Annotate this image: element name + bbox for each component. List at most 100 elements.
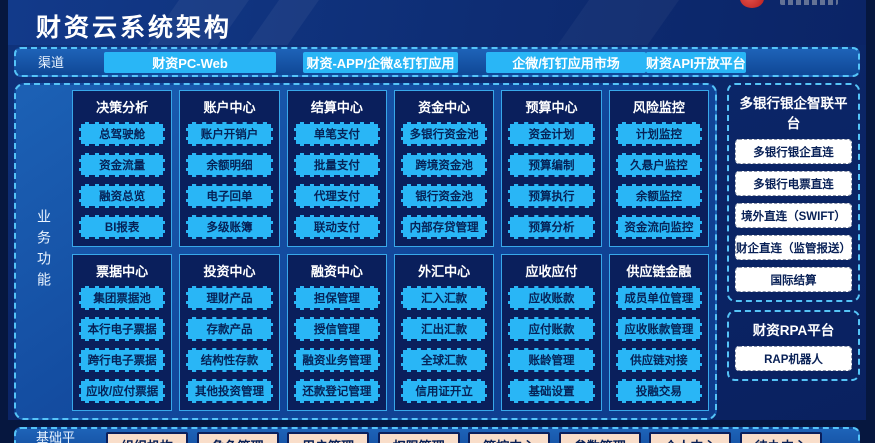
module-item: 批量支付 <box>293 153 380 177</box>
module-card: 结算中心 单笔支付 批量支付 代理支付 <box>286 90 387 247</box>
right-panel-item: 国际结算 <box>735 267 852 292</box>
module-item: 集团票据池 <box>79 286 166 310</box>
module-item: 跨行电子票据 <box>79 348 166 372</box>
module-item: 计划监控 <box>615 122 702 146</box>
right-panel-items: 多银行银企直连 多银行电票直连 境外直连（SWIFT） 财企直连（监管报送） 国… <box>734 139 853 292</box>
base-platform-list: 组织机构 角色管理 用户管理 权限管理 管控中心 参数管理 个人中心 待办中心 <box>82 431 858 443</box>
module-items: 单笔支付 批量支付 代理支付 联动支付 <box>292 122 382 246</box>
brand-wordmark <box>780 0 838 5</box>
module-card: 资金中心 多银行资金池 跨境资金池 银行资金池 <box>394 90 495 247</box>
brand-logo-icon <box>740 0 764 8</box>
module-title: 供应链金融 <box>626 264 692 279</box>
module-items: 汇入汇款 汇出汇款 全球汇款 信用证开立 <box>399 286 489 410</box>
module-title: 账户中心 <box>203 100 256 115</box>
channel-item: 财资-APP/企微&钉钉应用 <box>303 51 458 73</box>
module-item: 应收账款 <box>508 286 595 310</box>
module-item: 账户开销户 <box>186 122 273 146</box>
module-items: 账户开销户 余额明细 电子回单 多级账簿 <box>184 122 274 246</box>
module-card: 应收应付 应收账款 应付账款 账龄管理 <box>501 254 602 411</box>
module-item: 资金流向监控 <box>615 215 702 239</box>
right-panel: 财资RPA平台 RAP机器人 <box>727 310 860 381</box>
module-item: 基础设置 <box>508 379 595 403</box>
module-title: 投资中心 <box>203 264 256 279</box>
module-item: 汇出汇款 <box>401 317 488 341</box>
base-platform-item: 待办中心 <box>739 431 822 443</box>
channel-item: 财资PC-Web <box>104 51 276 73</box>
channel-item: 企微/钉钉应用市场 <box>486 51 646 73</box>
module-row-2: 票据中心 集团票据池 本行电子票据 跨行电子票据 <box>72 254 709 411</box>
module-title: 决策分析 <box>96 100 149 115</box>
module-item: 电子回单 <box>186 184 273 208</box>
module-item: 汇入汇款 <box>401 286 488 310</box>
module-item: 久悬户监控 <box>615 153 702 177</box>
module-items: 集团票据池 本行电子票据 跨行电子票据 应收/应付票据 <box>77 286 167 410</box>
module-item: 信用证开立 <box>401 379 488 403</box>
channels-band: 渠道 财资PC-Web 财资-APP/企微&钉钉应用 企微/钉钉应用市场 财资A… <box>14 47 860 77</box>
module-title: 风险监控 <box>632 100 685 115</box>
right-panel-items: RAP机器人 <box>734 346 853 371</box>
base-platform-item: 参数管理 <box>558 431 641 443</box>
module-card: 预算中心 资金计划 预算编制 预算执行 <box>501 90 602 247</box>
base-platform-item: 组织机构 <box>106 431 189 443</box>
module-item: 存款产品 <box>186 317 273 341</box>
module-items: 总驾驶舱 资金流量 融资总览 BI报表 <box>77 122 167 246</box>
module-card: 票据中心 集团票据池 本行电子票据 跨行电子票据 <box>72 254 173 411</box>
base-platform-band: 基础平台 组织机构 角色管理 用户管理 权限管理 管控中心 参数管理 个人中心 <box>14 427 860 443</box>
channels-label: 渠道 <box>38 54 65 70</box>
business-functions-label: 业务功能 <box>36 208 52 293</box>
module-item: 预算编制 <box>508 153 595 177</box>
module-item: 投融交易 <box>615 379 702 403</box>
module-row-1: 决策分析 总驾驶舱 资金流量 融资总览 <box>72 90 709 247</box>
module-card: 外汇中心 汇入汇款 汇出汇款 全球汇款 <box>394 254 495 411</box>
module-item: 联动支付 <box>293 215 380 239</box>
module-item: 预算分析 <box>508 215 595 239</box>
module-item: 应收账款管理 <box>615 317 702 341</box>
module-item: 多级账簿 <box>186 215 273 239</box>
right-column: 多银行银企智联平台 多银行银企直连 多银行电票直连 境外直连（SWIFT） 财企… <box>727 83 860 389</box>
module-title: 预算中心 <box>525 100 578 115</box>
module-item: 应付账款 <box>508 317 595 341</box>
module-item: BI报表 <box>79 215 166 239</box>
module-title: 外汇中心 <box>418 264 471 279</box>
channel-item: 财资API开放平台 <box>646 51 746 73</box>
module-title: 结算中心 <box>310 100 363 115</box>
module-card: 融资中心 担保管理 授信管理 融资业务管理 <box>286 254 387 411</box>
module-items: 计划监控 久悬户监控 余额监控 资金流向监控 <box>614 122 704 246</box>
header-streak-decoration <box>525 0 701 45</box>
module-item: 账龄管理 <box>508 348 595 372</box>
right-panel-item: 多银行电票直连 <box>735 171 852 196</box>
base-platform-item: 管控中心 <box>468 431 551 443</box>
module-item: 余额明细 <box>186 153 273 177</box>
module-items: 多银行资金池 跨境资金池 银行资金池 内部存贷管理 <box>399 122 489 246</box>
base-platform-item: 角色管理 <box>196 431 279 443</box>
base-platform-item: 权限管理 <box>377 431 460 443</box>
right-panel-item: 多银行银企直连 <box>735 139 852 164</box>
right-panel-title: 多银行银企智联平台 <box>739 96 848 131</box>
module-items: 资金计划 预算编制 预算执行 预算分析 <box>506 122 596 246</box>
right-panel-item: 财企直连（监管报送） <box>735 235 852 260</box>
base-platform-label: 基础平台 <box>36 430 76 443</box>
main-area: 业务功能 决策分析 总驾驶舱 <box>14 83 860 420</box>
module-item: 资金流量 <box>79 153 166 177</box>
header: 财资云系统架构 <box>8 0 866 45</box>
module-items: 担保管理 授信管理 融资业务管理 还款登记管理 <box>292 286 382 410</box>
module-title: 应收应付 <box>525 264 578 279</box>
module-item: 理财产品 <box>186 286 273 310</box>
module-item: 担保管理 <box>293 286 380 310</box>
module-title: 资金中心 <box>418 100 471 115</box>
page-title: 财资云系统架构 <box>36 14 233 42</box>
module-item: 成员单位管理 <box>615 286 702 310</box>
module-item: 单笔支付 <box>293 122 380 146</box>
module-item: 总驾驶舱 <box>79 122 166 146</box>
module-items: 成员单位管理 应收账款管理 供应链对接 投融交易 <box>614 286 704 410</box>
module-item: 跨境资金池 <box>401 153 488 177</box>
module-item: 本行电子票据 <box>79 317 166 341</box>
module-item: 融资业务管理 <box>293 348 380 372</box>
base-platform-item: 用户管理 <box>287 431 370 443</box>
right-panel: 多银行银企智联平台 多银行银企直连 多银行电票直连 境外直连（SWIFT） 财企… <box>727 83 860 302</box>
module-items: 应收账款 应付账款 账龄管理 基础设置 <box>506 286 596 410</box>
module-item: 预算执行 <box>508 184 595 208</box>
module-item: 还款登记管理 <box>293 379 380 403</box>
module-item: 其他投资管理 <box>186 379 273 403</box>
